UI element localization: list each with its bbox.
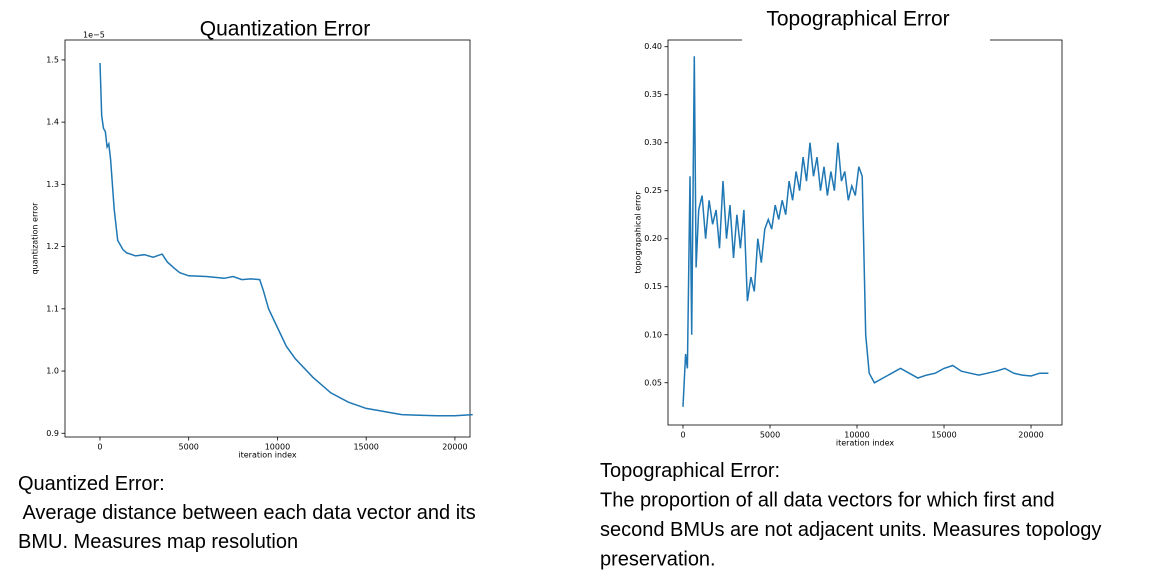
- caption-line: second BMUs are not adjacent units. Meas…: [600, 519, 1101, 541]
- y-tick-label: 0.30: [644, 138, 662, 147]
- caption-line: Topographical Error:: [600, 460, 780, 482]
- x-tick-label: 10000: [265, 443, 290, 452]
- x-axis-label: iteration index: [836, 439, 894, 448]
- x-tick-label: 5000: [179, 443, 199, 452]
- y-axis-label: topograpahical error: [634, 191, 643, 274]
- axis-offset: 1e−5: [83, 31, 105, 40]
- data-line: [99, 62, 473, 417]
- y-tick-label: 1.1: [46, 304, 59, 313]
- caption-line: The proportion of all data vectors for w…: [600, 490, 1055, 512]
- chart-title: Topographical Error: [766, 8, 949, 31]
- x-axis-label: iteration index: [238, 451, 296, 460]
- y-tick-label: 1.0: [46, 367, 59, 376]
- y-tick-label: 1.2: [46, 242, 59, 251]
- caption-line: BMU. Measures map resolution: [18, 531, 298, 553]
- data-line: [682, 56, 1049, 407]
- y-tick-label: 0.40: [644, 42, 662, 51]
- x-tick-label: 5000: [760, 431, 780, 440]
- y-tick-label: 0.10: [644, 330, 662, 339]
- y-tick-label: 0.9: [46, 429, 59, 438]
- x-tick-label: 0: [680, 431, 685, 440]
- y-axis-label: quantization error: [31, 202, 40, 275]
- x-tick-label: 15000: [353, 443, 378, 452]
- caption-line: preservation.: [600, 549, 716, 571]
- x-tick-label: 15000: [931, 431, 956, 440]
- y-tick-label: 0.35: [644, 90, 662, 99]
- y-tick-label: 0.05: [644, 378, 662, 387]
- y-tick-label: 0.15: [644, 282, 662, 291]
- axes-frame: [64, 39, 471, 438]
- x-tick-label: 10000: [844, 431, 869, 440]
- y-tick-label: 0.25: [644, 186, 662, 195]
- caption-line: Average distance between each data vecto…: [18, 502, 476, 524]
- title-backdrop: [742, 28, 990, 42]
- y-tick-label: 1.5: [46, 55, 59, 64]
- y-tick-label: 0.20: [644, 234, 662, 243]
- y-tick-label: 1.3: [46, 180, 59, 189]
- caption-line: Quantized Error:: [18, 473, 165, 495]
- x-tick-label: 0: [97, 443, 102, 452]
- y-tick-label: 1.4: [46, 118, 59, 127]
- chart-title: Quantization Error: [200, 18, 370, 41]
- x-tick-label: 20000: [1018, 431, 1043, 440]
- x-tick-label: 20000: [442, 443, 467, 452]
